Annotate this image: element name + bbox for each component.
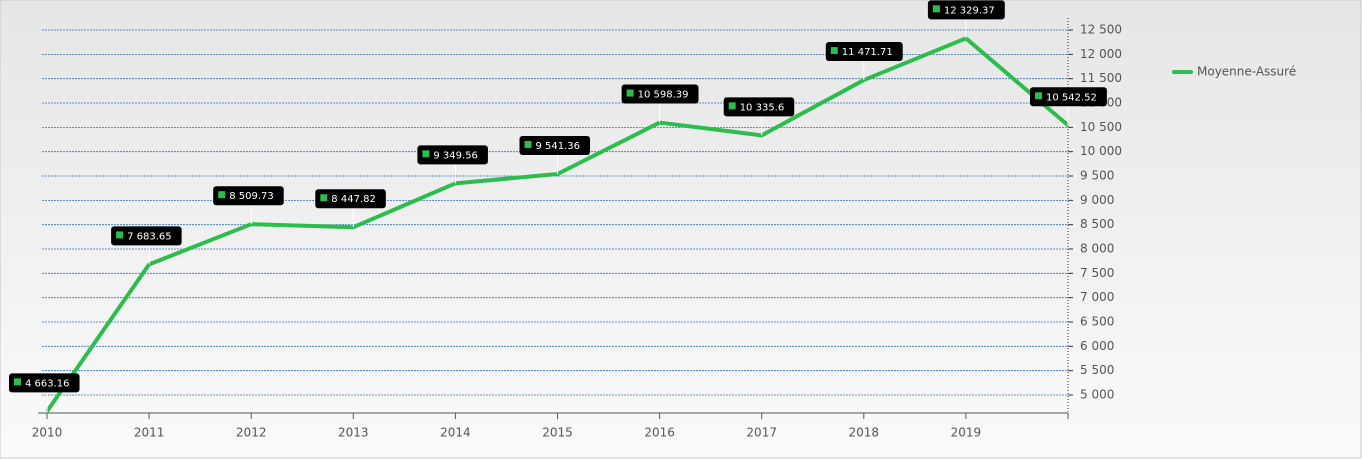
x-tick-label: 2017	[746, 426, 777, 440]
label-swatch	[218, 191, 226, 199]
y-tick-label: 9 500	[1080, 169, 1114, 183]
data-label: 10 335.6	[723, 97, 795, 136]
data-label-text: 11 471.71	[842, 47, 893, 58]
data-label-text: 4 663.16	[25, 378, 70, 389]
label-box	[417, 145, 488, 165]
data-label: 10 542.52	[1030, 87, 1107, 126]
data-label: 10 598.39	[621, 84, 699, 123]
label-swatch	[524, 140, 532, 148]
x-tick-label: 2011	[134, 426, 165, 440]
x-tick-label: 2016	[644, 426, 675, 440]
data-label-text: 7 683.65	[127, 231, 172, 242]
label-swatch	[830, 47, 838, 55]
label-box	[825, 42, 903, 62]
x-tick-label: 2019	[951, 426, 982, 440]
data-label: 12 329.37	[927, 0, 1005, 39]
data-label-text: 9 349.56	[433, 150, 478, 161]
label-swatch	[14, 378, 21, 386]
y-tick-label: 7 000	[1080, 290, 1114, 304]
y-tick-label: 12 000	[1080, 47, 1122, 61]
label-swatch	[626, 89, 634, 97]
label-box	[927, 0, 1005, 20]
label-swatch	[116, 231, 124, 239]
label-box	[111, 226, 182, 246]
data-label-text: 12 329.37	[944, 5, 995, 16]
data-label-text: 8 447.82	[331, 194, 376, 205]
label-box	[213, 186, 284, 206]
label-box	[723, 97, 795, 117]
y-tick-label: 10 500	[1080, 120, 1122, 134]
data-label-text: 8 509.73	[229, 191, 274, 202]
y-tick-label: 8 000	[1080, 242, 1114, 256]
data-label-text: 9 541.36	[536, 141, 581, 152]
y-tick-label: 8 500	[1080, 217, 1114, 231]
data-label: 8 509.73	[213, 186, 284, 225]
y-tick-label: 6 000	[1080, 339, 1114, 353]
label-box	[519, 135, 591, 155]
x-tick-label: 2018	[849, 426, 880, 440]
data-label: 8 447.82	[315, 189, 386, 228]
x-tick-label: 2015	[542, 426, 573, 440]
data-label: 9 349.56	[417, 145, 488, 184]
label-box	[315, 189, 386, 209]
data-label-text: 10 335.6	[740, 102, 785, 113]
x-tick-label: 2013	[338, 426, 369, 440]
label-box	[9, 373, 80, 393]
legend-label: Moyenne-Assuré	[1197, 65, 1296, 79]
label-box	[1030, 87, 1107, 107]
y-tick-label: 6 500	[1080, 314, 1114, 328]
data-label-text: 10 598.39	[638, 90, 689, 101]
y-tick-label: 12 500	[1080, 23, 1122, 37]
label-swatch	[320, 194, 328, 202]
y-tick-label: 11 500	[1080, 71, 1122, 85]
y-tick-label: 9 000	[1080, 193, 1114, 207]
x-tick-label: 2010	[32, 426, 63, 440]
data-label: 4 663.16	[9, 373, 80, 412]
y-tick-label: 5 000	[1080, 387, 1114, 401]
y-tick-label: 10 000	[1080, 144, 1122, 158]
label-swatch	[728, 102, 736, 110]
data-label-text: 10 542.52	[1046, 92, 1097, 103]
label-swatch	[1035, 92, 1042, 100]
x-tick-label: 2014	[440, 426, 471, 440]
label-swatch	[932, 5, 940, 13]
data-label: 9 541.36	[519, 135, 591, 174]
x-tick-label: 2012	[236, 426, 267, 440]
label-box	[621, 84, 699, 104]
label-swatch	[422, 150, 430, 158]
data-label: 7 683.65	[111, 226, 182, 265]
data-label: 11 471.71	[825, 42, 903, 81]
y-tick-label: 7 500	[1080, 266, 1114, 280]
y-tick-label: 5 500	[1080, 363, 1114, 377]
